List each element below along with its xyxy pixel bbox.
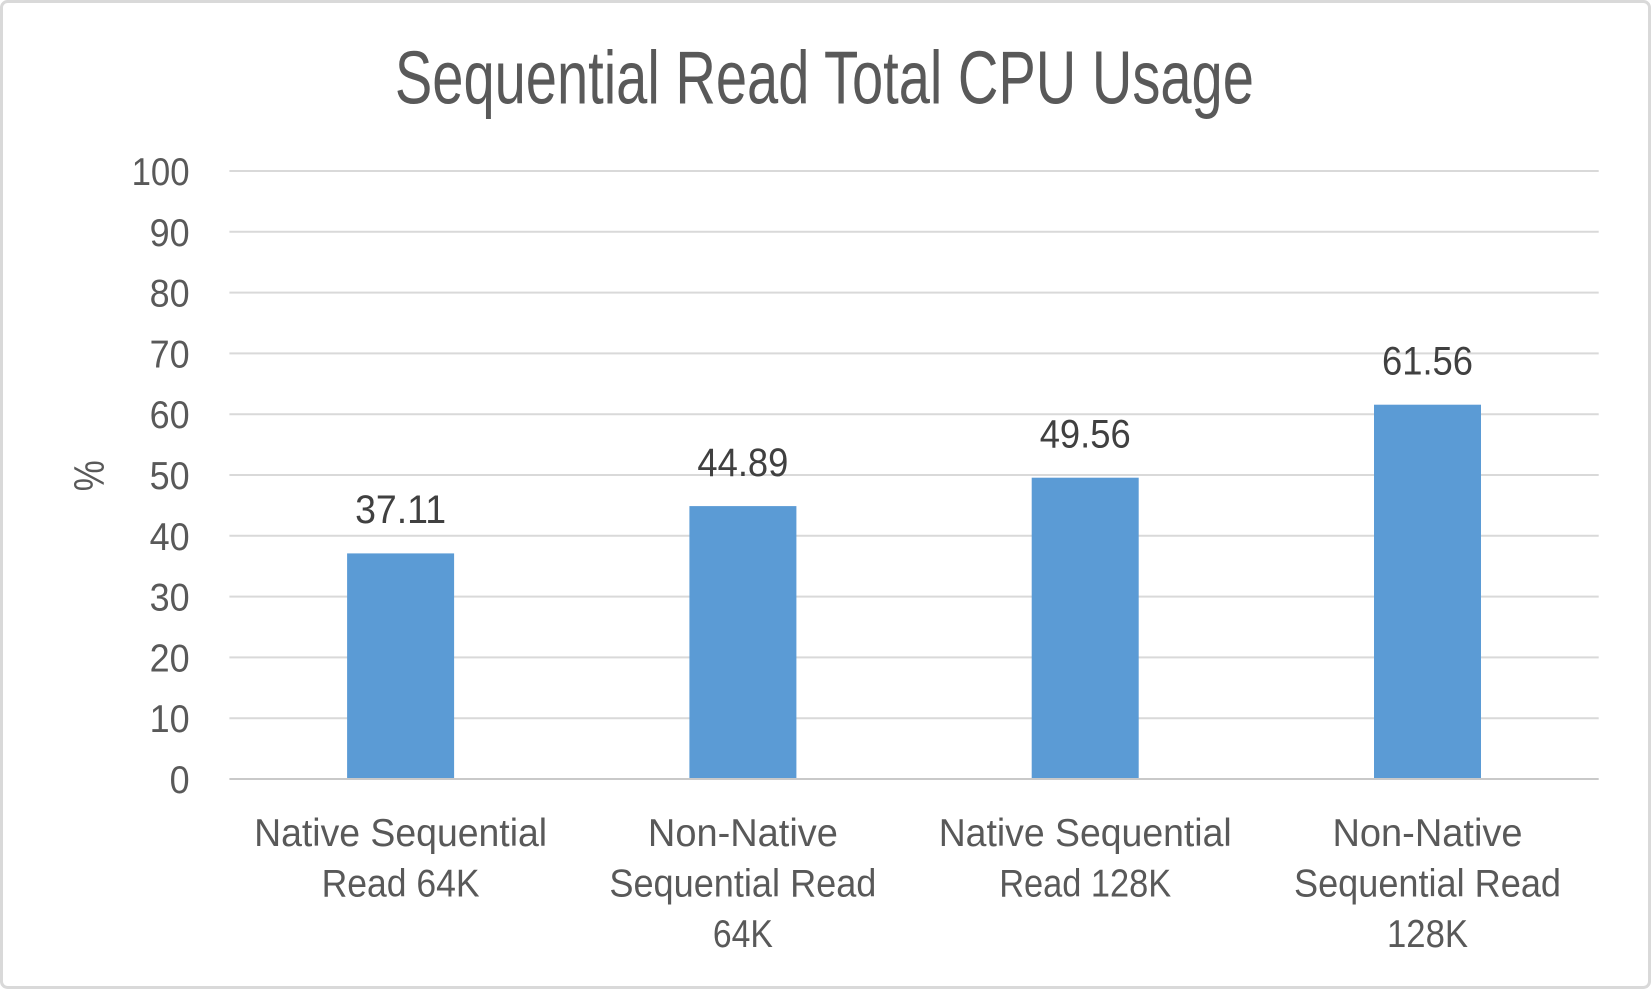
svg-text:0: 0 — [170, 759, 190, 802]
svg-text:20: 20 — [150, 637, 190, 680]
svg-text:50: 50 — [150, 455, 190, 498]
svg-text:40: 40 — [150, 516, 190, 559]
svg-text:Sequential Read: Sequential Read — [609, 862, 876, 905]
svg-text:%: % — [66, 460, 114, 491]
svg-text:80: 80 — [150, 273, 190, 316]
svg-text:90: 90 — [150, 212, 190, 255]
svg-text:44.89: 44.89 — [697, 441, 788, 485]
svg-text:Native Sequential: Native Sequential — [939, 812, 1232, 855]
svg-text:Native Sequential: Native Sequential — [254, 812, 547, 855]
svg-text:Non-Native: Non-Native — [648, 812, 838, 855]
svg-text:128K: 128K — [1387, 913, 1468, 956]
svg-text:100: 100 — [132, 151, 190, 194]
svg-text:60: 60 — [150, 394, 190, 437]
svg-text:61.56: 61.56 — [1382, 339, 1473, 383]
svg-text:Read 64K: Read 64K — [322, 862, 480, 905]
svg-text:70: 70 — [150, 333, 190, 376]
svg-text:Sequential Read Total CPU Usag: Sequential Read Total CPU Usage — [395, 36, 1254, 120]
svg-text:37.11: 37.11 — [355, 488, 446, 532]
svg-text:30: 30 — [150, 577, 190, 620]
svg-text:Non-Native: Non-Native — [1333, 812, 1523, 855]
svg-text:Read 128K: Read 128K — [999, 862, 1171, 905]
svg-text:49.56: 49.56 — [1040, 412, 1131, 456]
svg-text:64K: 64K — [713, 913, 773, 956]
svg-text:10: 10 — [150, 698, 190, 741]
svg-text:Sequential Read: Sequential Read — [1294, 862, 1561, 905]
